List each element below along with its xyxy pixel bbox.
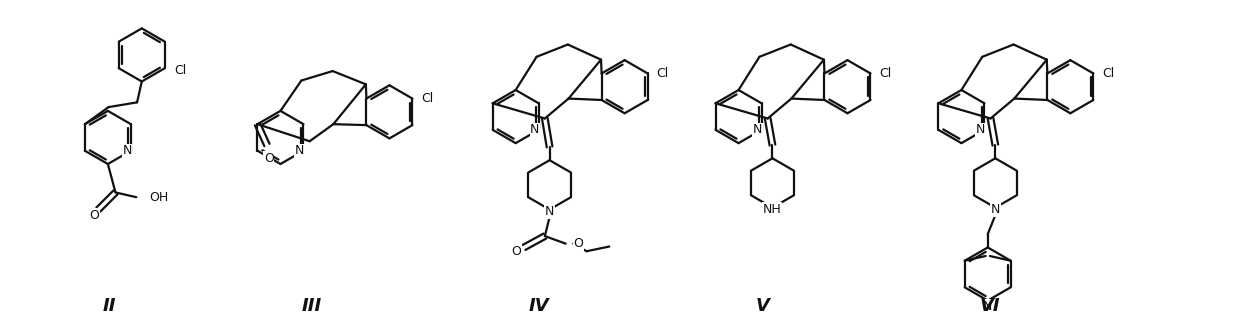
Text: NH: NH [763,203,782,216]
Text: N: N [991,203,999,216]
Text: O: O [89,209,99,222]
Text: N: N [976,123,986,136]
Text: Cl: Cl [657,67,668,80]
Text: N: N [753,123,763,136]
Text: Cl: Cl [879,67,892,80]
Text: O: O [573,237,583,250]
Text: IV: IV [529,297,549,315]
Text: N: N [295,144,304,157]
Text: OH: OH [150,191,169,204]
Text: O: O [511,245,521,258]
Text: N: N [983,300,992,313]
Text: II: II [103,297,117,315]
Text: III: III [301,297,322,315]
Text: O: O [264,152,274,165]
Text: Cl: Cl [1102,67,1115,80]
Text: VI: VI [980,297,1001,315]
Text: Cl: Cl [422,92,434,105]
Text: Cl: Cl [174,64,186,77]
Text: N: N [123,144,131,157]
Text: N: N [544,205,554,218]
Text: V: V [755,297,769,315]
Text: N: N [531,123,539,136]
